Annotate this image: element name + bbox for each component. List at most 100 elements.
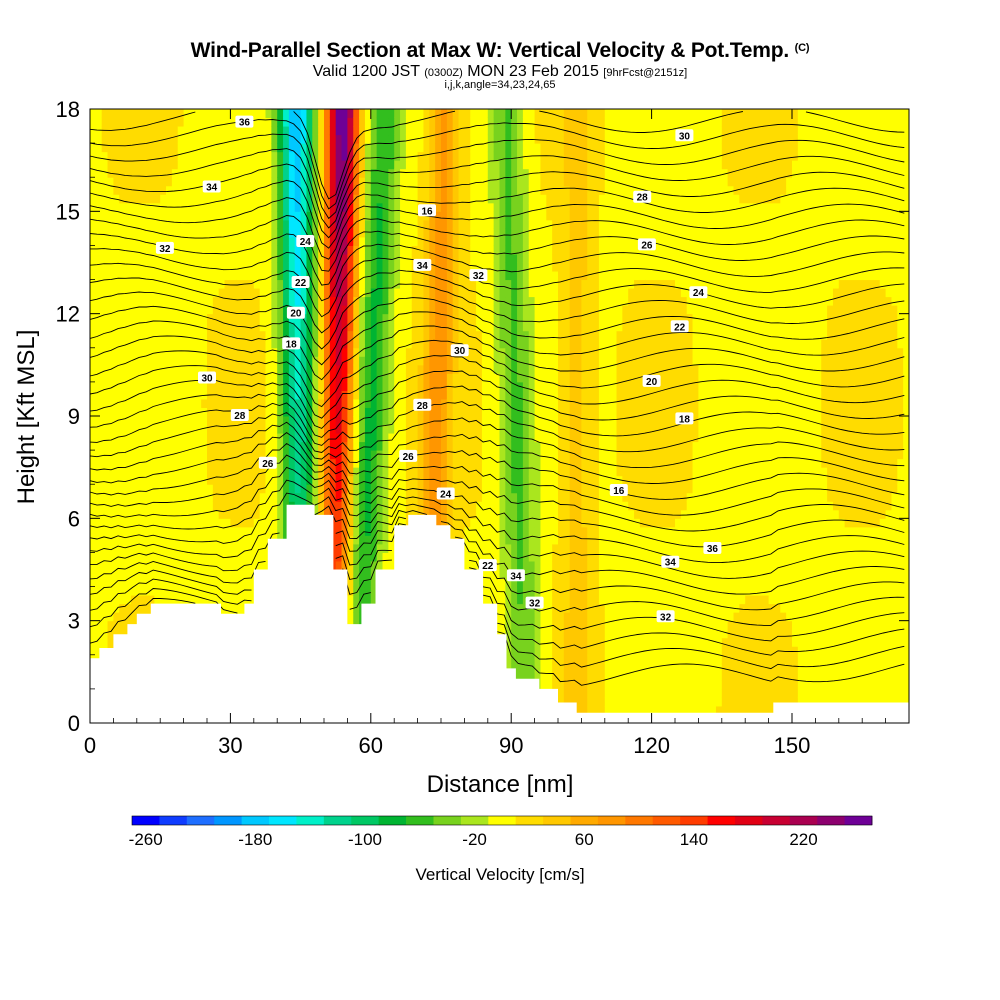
- velocity-cell: [365, 450, 371, 459]
- velocity-cell: [219, 390, 225, 399]
- velocity-cell: [219, 245, 225, 254]
- velocity-cell: [189, 570, 195, 579]
- velocity-cell: [225, 186, 231, 195]
- velocity-cell: [394, 211, 400, 220]
- velocity-cell: [359, 425, 365, 434]
- velocity-cell: [178, 211, 184, 220]
- velocity-cell: [371, 297, 377, 306]
- velocity-cell: [482, 109, 488, 118]
- velocity-cell: [143, 135, 149, 144]
- velocity-cell: [248, 186, 254, 195]
- velocity-cell: [295, 356, 301, 365]
- velocity-cell: [189, 160, 195, 169]
- velocity-cell: [108, 143, 114, 152]
- velocity-cell: [365, 493, 371, 502]
- velocity-cell: [149, 177, 155, 186]
- velocity-cell: [125, 297, 131, 306]
- velocity-cell: [453, 356, 459, 365]
- velocity-cell: [441, 407, 447, 416]
- velocity-cell: [447, 271, 453, 280]
- velocity-cell: [96, 118, 102, 127]
- velocity-cell: [266, 280, 272, 289]
- velocity-cell: [160, 407, 166, 416]
- velocity-cell: [219, 467, 225, 476]
- velocity-cell: [108, 373, 114, 382]
- velocity-cell: [482, 186, 488, 195]
- velocity-cell: [213, 305, 219, 314]
- velocity-cell: [423, 220, 429, 229]
- velocity-cell: [400, 399, 406, 408]
- velocity-cell: [412, 194, 418, 203]
- velocity-cell: [96, 160, 102, 169]
- velocity-cell: [195, 501, 201, 510]
- velocity-cell: [365, 314, 371, 323]
- velocity-cell: [219, 484, 225, 493]
- velocity-cell: [242, 459, 248, 468]
- velocity-cell: [447, 305, 453, 314]
- velocity-cell: [102, 305, 108, 314]
- velocity-cell: [459, 203, 465, 212]
- velocity-cell: [201, 501, 207, 510]
- velocity-cell: [254, 228, 260, 237]
- velocity-cell: [359, 263, 365, 272]
- velocity-cell: [119, 604, 125, 613]
- velocity-cell: [143, 297, 149, 306]
- velocity-cell: [201, 126, 207, 135]
- velocity-cell: [113, 305, 119, 314]
- velocity-cell: [412, 467, 418, 476]
- velocity-cell: [470, 356, 476, 365]
- velocity-cell: [90, 305, 96, 314]
- velocity-cell: [248, 425, 254, 434]
- velocity-cell: [283, 109, 289, 118]
- velocity-cell: [96, 476, 102, 485]
- velocity-cell: [254, 118, 260, 127]
- velocity-cell: [423, 245, 429, 254]
- velocity-cell: [213, 135, 219, 144]
- velocity-cell: [131, 493, 137, 502]
- velocity-cell: [143, 152, 149, 161]
- velocity-cell: [260, 160, 266, 169]
- velocity-cell: [102, 407, 108, 416]
- velocity-cell: [119, 425, 125, 434]
- velocity-cell: [277, 305, 283, 314]
- velocity-cell: [283, 203, 289, 212]
- velocity-cell: [283, 356, 289, 365]
- velocity-cell: [189, 152, 195, 161]
- velocity-cell: [464, 220, 470, 229]
- velocity-cell: [102, 288, 108, 297]
- velocity-cell: [260, 271, 266, 280]
- velocity-cell: [149, 237, 155, 246]
- velocity-cell: [312, 271, 318, 280]
- velocity-cell: [90, 595, 96, 604]
- velocity-cell: [113, 280, 119, 289]
- velocity-cell: [236, 143, 242, 152]
- velocity-cell: [406, 348, 412, 357]
- velocity-cell: [178, 356, 184, 365]
- velocity-cell: [248, 399, 254, 408]
- velocity-cell: [230, 322, 236, 331]
- velocity-cell: [201, 331, 207, 340]
- velocity-cell: [453, 263, 459, 272]
- velocity-cell: [277, 152, 283, 161]
- velocity-cell: [365, 263, 371, 272]
- velocity-cell: [113, 621, 119, 630]
- velocity-cell: [201, 510, 207, 519]
- velocity-cell: [96, 211, 102, 220]
- velocity-cell: [365, 245, 371, 254]
- velocity-cell: [189, 177, 195, 186]
- velocity-cell: [447, 169, 453, 178]
- velocity-cell: [119, 621, 125, 630]
- velocity-cell: [166, 373, 172, 382]
- velocity-cell: [225, 288, 231, 297]
- velocity-cell: [131, 237, 137, 246]
- velocity-cell: [160, 109, 166, 118]
- velocity-cell: [207, 297, 213, 306]
- velocity-cell: [359, 339, 365, 348]
- velocity-cell: [113, 407, 119, 416]
- velocity-cell: [383, 211, 389, 220]
- velocity-cell: [108, 433, 114, 442]
- velocity-cell: [143, 109, 149, 118]
- velocity-cell: [312, 220, 318, 229]
- velocity-cell: [353, 373, 359, 382]
- velocity-cell: [207, 263, 213, 272]
